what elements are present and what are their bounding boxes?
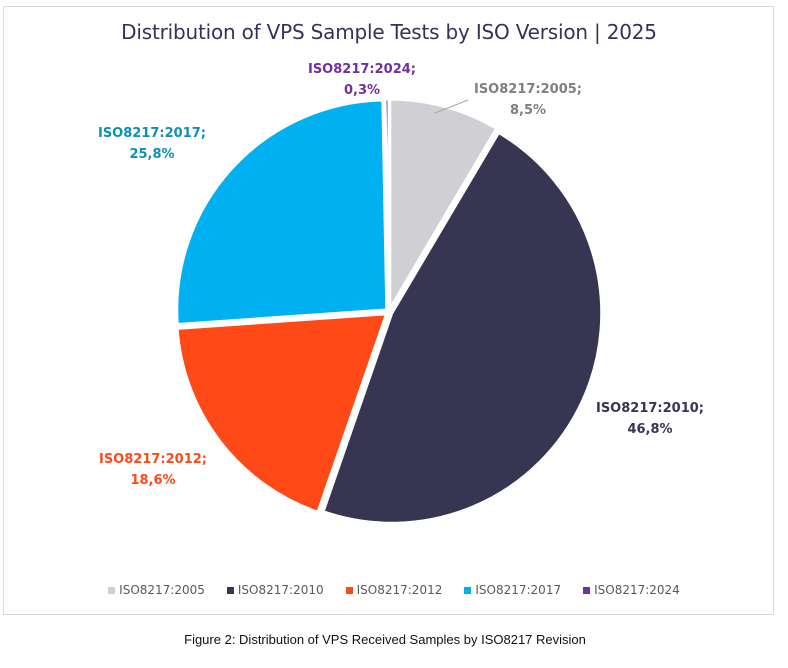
- data-label-value: 8,5%: [510, 103, 546, 118]
- legend-label: ISO8217:2012: [356, 583, 443, 597]
- pie-slice-iso8217-2024: [383, 97, 391, 311]
- pie-slice-iso8217-2005: [388, 97, 499, 311]
- legend-swatch: [464, 586, 472, 594]
- data-label-name: ISO8217:2017;: [98, 126, 206, 141]
- legend-label: ISO8217:2005: [119, 583, 205, 597]
- figure-caption: Figure 2: Distribution of VPS Received S…: [184, 632, 586, 647]
- data-label-value: 25,8%: [129, 147, 174, 162]
- legend-swatch: [226, 586, 234, 594]
- legend-label: ISO8217:2017: [475, 583, 562, 597]
- data-label-value: 0,3%: [344, 83, 380, 98]
- legend-item: ISO8217:2024: [583, 583, 680, 597]
- data-label-value: 18,6%: [130, 473, 175, 488]
- legend-item: ISO8217:2005: [108, 583, 205, 597]
- pie-slice-iso8217-2012: [175, 312, 389, 514]
- data-label-name: ISO8217:2012;: [99, 452, 207, 467]
- legend-label: ISO8217:2024: [594, 583, 680, 597]
- pie-slice-iso8217-2010: [321, 131, 604, 525]
- legend-swatch: [345, 586, 353, 594]
- chart-legend: ISO8217:2005 ISO8217:2010 ISO8217:2012 ISO8…: [0, 583, 788, 597]
- chart-title: Distribution of VPS Sample Tests by ISO …: [121, 20, 657, 44]
- legend-label: ISO8217:2010: [237, 583, 324, 597]
- data-label-name: ISO8217:2010;: [596, 401, 704, 416]
- legend-swatch: [108, 586, 116, 594]
- leader-line: [434, 99, 469, 114]
- data-label-name: ISO8217:2024;: [308, 62, 416, 77]
- data-label-name: ISO8217:2005;: [474, 82, 582, 97]
- legend-item: ISO8217:2012: [345, 583, 443, 597]
- legend-item: ISO8217:2017: [464, 583, 561, 597]
- pie-slice-iso8217-2017: [175, 98, 389, 326]
- legend-swatch: [583, 586, 591, 594]
- legend-item: ISO8217:2010: [226, 583, 324, 597]
- data-label-value: 46,8%: [627, 422, 672, 437]
